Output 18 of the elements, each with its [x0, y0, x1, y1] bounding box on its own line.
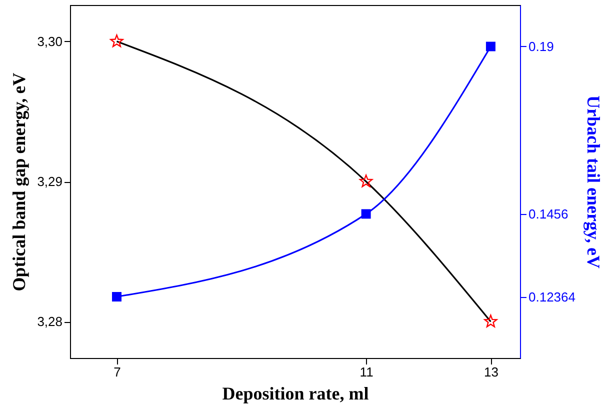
point	[112, 292, 122, 302]
point	[359, 174, 373, 188]
y-tick-label: 3,29	[37, 174, 62, 189]
y-tick-label: 3,28	[37, 314, 62, 330]
point	[484, 314, 498, 328]
x-axis-title: Deposition rate, ml	[222, 384, 369, 404]
x-tick-label: 7	[114, 364, 121, 380]
y2-tick-label: 0.12364	[528, 289, 576, 304]
y2-tick-label: 0.1456	[528, 206, 568, 222]
x-tick-label: 13	[484, 364, 498, 380]
point	[361, 209, 371, 219]
x-tick-label: 11	[360, 364, 374, 380]
y-tick-label: 3,30	[37, 34, 62, 49]
point	[110, 34, 124, 48]
point	[486, 42, 496, 52]
y-axis-title: Optical band gap energy, eV	[9, 72, 30, 292]
y2-axis-title: Urbach tail energy, eV	[583, 96, 604, 268]
y2-tick-label: 0.19	[528, 38, 554, 54]
